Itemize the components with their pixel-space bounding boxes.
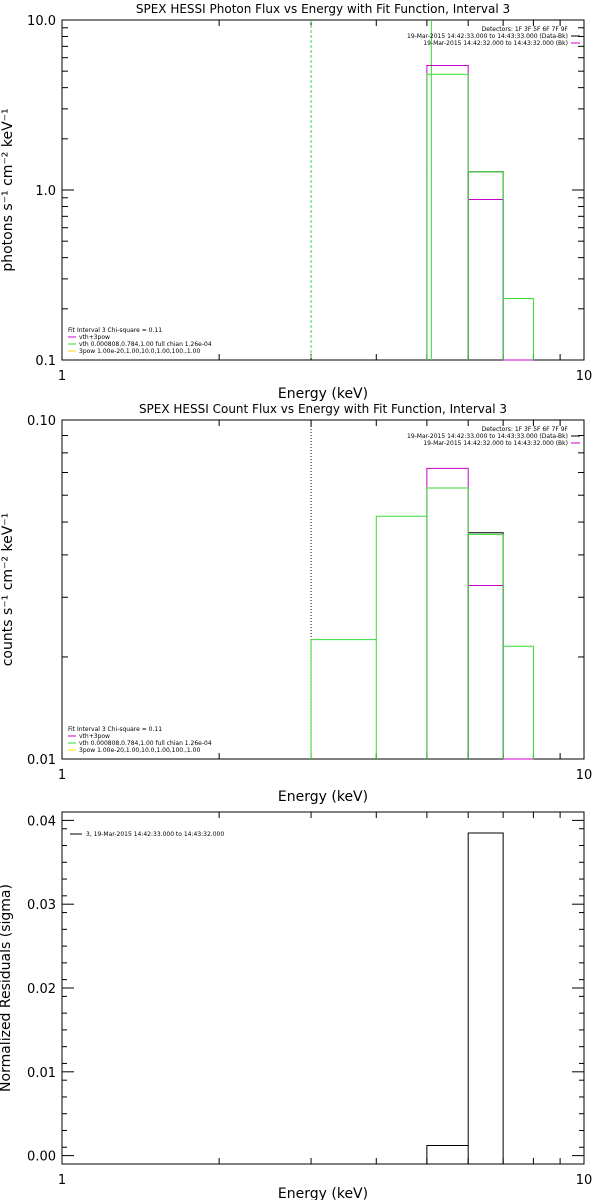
y-tick-label: 0.04 — [27, 814, 56, 829]
chart-panel-1: 1 10 0.1 1.0 10.0 SPEX HESSI Photon Flux vs E… — [0, 2, 592, 402]
series-black-steps — [426, 832, 504, 1164]
x-tick-label: 10 — [576, 369, 593, 384]
series-magenta-steps — [426, 467, 534, 760]
chart-panel-2: 1 10 0.01 0.10 SPEX HESSI Count Flux vs Ener… — [0, 402, 592, 805]
y-tick-label: 0.03 — [27, 898, 56, 913]
y-tick-label: 1.0 — [35, 184, 56, 199]
fit-legend-entry: 3pow 1.00e-20,1.00,10.0,1.00,100.,1.00 — [79, 747, 200, 754]
plot-frame — [61, 19, 585, 361]
legend-entry: 19-Mar-2015 14:42:32.000 to 14:43:32.000… — [423, 40, 568, 47]
fit-legend-entry: Fit Interval 3 Chi-square = 0.11 — [68, 327, 162, 334]
fit-legend-entry: vth+3pow — [79, 334, 110, 341]
x-tick-label: 10 — [576, 1173, 593, 1188]
legend-entry: 19-Mar-2015 14:42:33.000 to 14:43:33.000… — [407, 33, 568, 40]
legend-entry: Detectors: 1F 3F 5F 6F 7F 9F — [482, 26, 569, 33]
plot-frame — [61, 811, 585, 1165]
y-axis-label: Normalized Residuals (sigma) — [0, 884, 14, 1092]
y-axis-label: counts s⁻¹ cm⁻² keV⁻¹ — [0, 513, 16, 667]
series-black-steps — [467, 532, 504, 759]
y-tick-label: 10.0 — [27, 14, 56, 29]
x-tick-label: 1 — [58, 369, 66, 384]
y-tick-label: 0.01 — [27, 1066, 56, 1081]
x-tick-label: 1 — [58, 1173, 66, 1188]
x-axis-label: Energy (keV) — [278, 386, 368, 402]
y-tick-label: 0.1 — [35, 354, 56, 369]
x-tick-label: 10 — [576, 768, 593, 783]
y-axis-label: photons s⁻¹ cm⁻² keV⁻¹ — [0, 108, 16, 271]
fit-legend-entry: vth 0.000808,0.784,1.00 full chian 1.26e… — [79, 341, 212, 348]
fit-legend-entry: Fit Interval 3 Chi-square = 0.11 — [68, 726, 162, 733]
chart-title: SPEX HESSI Count Flux vs Energy with Fit… — [139, 402, 507, 416]
y-tick-label: 0.02 — [27, 982, 56, 997]
series-black-steps — [467, 171, 504, 360]
x-tick-label: 1 — [58, 768, 66, 783]
plot-frame — [61, 419, 585, 760]
legend-entry: 19-Mar-2015 14:42:33.000 to 14:43:33.000… — [407, 433, 568, 440]
legend-entry: 19-Mar-2015 14:42:32.000 to 14:43:32.000… — [423, 440, 568, 447]
series-magenta-steps — [426, 64, 534, 361]
legend-entry: Detectors: 1F 3F 5F 6F 7F 9F — [482, 426, 569, 433]
x-axis-label: Energy (keV) — [278, 1186, 368, 1200]
y-tick-label: 0.10 — [27, 414, 56, 429]
fit-legend-entry: vth 0.000808,0.784,1.00 full chian 1.26e… — [79, 740, 212, 747]
series-green-steps — [426, 73, 534, 360]
chart-title: SPEX HESSI Photon Flux vs Energy with Fi… — [136, 2, 510, 16]
y-tick-label: 0.01 — [27, 753, 56, 768]
fit-legend-entry: vth+3pow — [79, 733, 110, 740]
chart-panel-3: 1 10 0.00 0.01 0.02 0.03 0.04 Energy (keV) Norma… — [0, 811, 593, 1200]
series-green-steps — [310, 487, 534, 759]
x-axis-label: Energy (keV) — [278, 789, 368, 805]
legend-entry: 3, 19-Mar-2015 14:42:33.000 to 14:43:32.… — [86, 831, 224, 838]
fit-legend-entry: 3pow 1.00e-20,1.00,10.0,1.00,100.,1.00 — [79, 348, 200, 355]
y-tick-label: 0.00 — [27, 1150, 56, 1165]
